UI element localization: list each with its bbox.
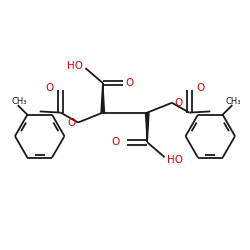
Text: O: O	[68, 118, 76, 128]
Text: CH₃: CH₃	[11, 97, 27, 106]
Text: O: O	[197, 83, 205, 93]
Polygon shape	[101, 83, 104, 113]
Text: O: O	[45, 83, 53, 93]
Polygon shape	[146, 113, 149, 142]
Text: O: O	[126, 78, 134, 88]
Text: O: O	[174, 98, 182, 108]
Text: O: O	[112, 137, 120, 147]
Text: HO: HO	[167, 154, 183, 164]
Text: CH₃: CH₃	[226, 97, 241, 106]
Text: HO: HO	[67, 61, 83, 71]
